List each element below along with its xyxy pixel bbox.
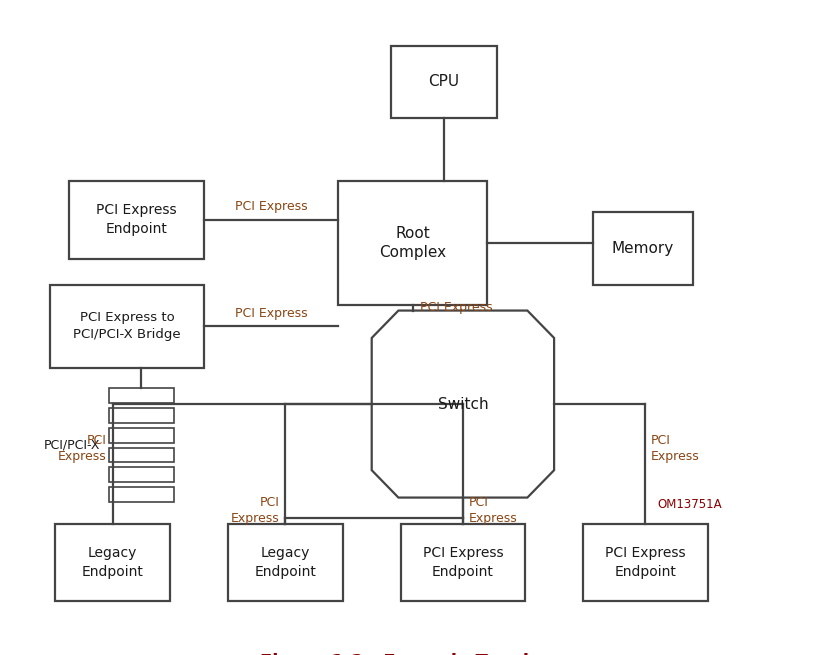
Text: PCI Express: PCI Express [420,301,493,314]
Text: PCI
Express: PCI Express [231,496,280,525]
Text: PCI/PCI-X: PCI/PCI-X [44,439,100,451]
FancyBboxPatch shape [55,523,170,601]
Text: PCI Express: PCI Express [234,307,307,320]
Text: CPU: CPU [428,75,460,90]
FancyBboxPatch shape [400,523,526,601]
Polygon shape [372,310,554,498]
Text: Memory: Memory [612,241,674,255]
Text: PCI
Express: PCI Express [651,434,700,462]
Text: PCI
Express: PCI Express [469,496,517,525]
Bar [109,428,174,443]
Text: OM13751A: OM13751A [658,498,722,511]
Bar [109,468,174,482]
Text: PCI Express
Endpoint: PCI Express Endpoint [605,546,686,579]
Text: Figure 1-2:  Example Topology: Figure 1-2: Example Topology [260,654,565,655]
FancyBboxPatch shape [228,523,343,601]
Text: PCI Express
Endpoint: PCI Express Endpoint [422,546,503,579]
FancyBboxPatch shape [50,284,204,367]
Text: PCI Express
Endpoint: PCI Express Endpoint [97,204,177,236]
FancyBboxPatch shape [592,212,693,284]
Text: Switch: Switch [437,396,488,411]
Bar [109,448,174,462]
Text: PCI Express to
PCI/PCI-X Bridge: PCI Express to PCI/PCI-X Bridge [73,311,181,341]
Text: Legacy
Endpoint: Legacy Endpoint [82,546,144,579]
Text: PCI
Express: PCI Express [58,434,106,462]
Text: Legacy
Endpoint: Legacy Endpoint [254,546,316,579]
FancyBboxPatch shape [69,181,204,259]
FancyBboxPatch shape [583,523,708,601]
FancyBboxPatch shape [391,46,497,119]
Bar [109,388,174,403]
Text: Root
Complex: Root Complex [379,225,446,261]
Text: PCI Express: PCI Express [234,200,307,214]
FancyBboxPatch shape [338,181,487,305]
Bar [109,408,174,422]
Bar [109,487,174,502]
